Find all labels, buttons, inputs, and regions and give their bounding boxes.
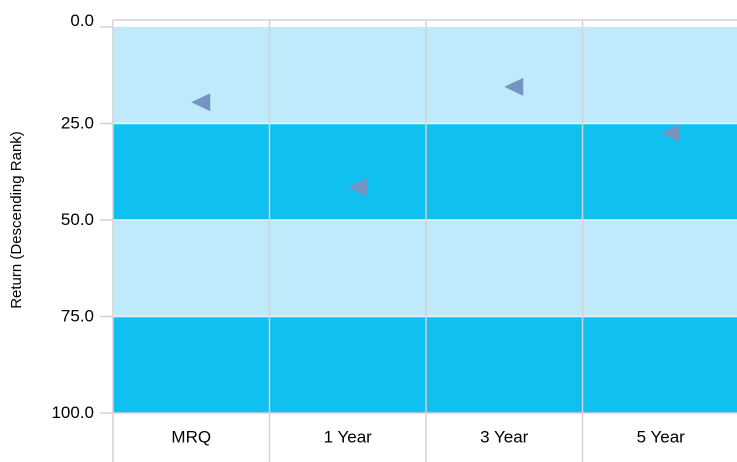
x-tick-label: 5 Year: [637, 427, 686, 446]
data-points: [191, 77, 680, 197]
band-3: [113, 316, 737, 413]
data-point-1-year: [347, 178, 367, 197]
quartile-bands: [113, 27, 737, 413]
y-tick-label: 25.0: [61, 113, 94, 132]
y-axis-title: Return (Descending Rank): [8, 131, 25, 309]
data-point-5-year: [660, 124, 680, 143]
y-tick-label: 0.0: [70, 11, 94, 30]
x-tick-label: 1 Year: [324, 427, 373, 446]
y-tick-label: 75.0: [61, 306, 94, 325]
band-0: [113, 27, 737, 124]
y-axis-tick-labels: 0.0 25.0 50.0 75.0 100.0: [51, 11, 94, 422]
x-tick-label: MRQ: [171, 427, 211, 446]
data-point-mrq: [191, 93, 211, 112]
x-axis-tick-labels: MRQ 1 Year 3 Year 5 Year: [171, 427, 685, 446]
band-2: [113, 220, 737, 317]
band-1: [113, 123, 737, 220]
y-tick-label: 50.0: [61, 210, 94, 229]
y-tick-label: 100.0: [51, 403, 94, 422]
x-tick-label: 3 Year: [480, 427, 529, 446]
grid: [100, 19, 737, 462]
data-point-3-year: [504, 77, 524, 96]
